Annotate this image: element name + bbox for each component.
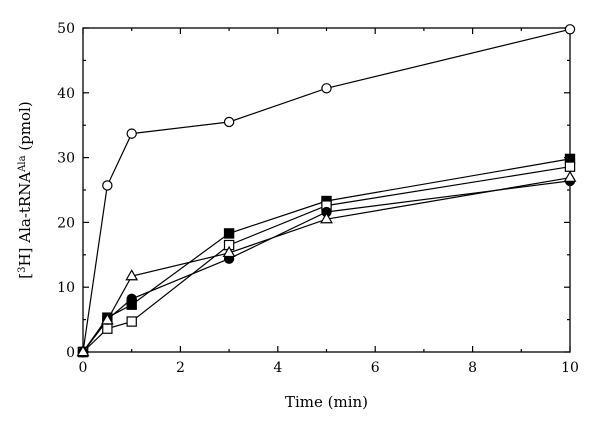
- x-tick-label: 6: [371, 360, 380, 376]
- data-point-open-square: [126, 316, 137, 327]
- x-tick-label: 4: [273, 360, 282, 376]
- y-label-unit: (pmol): [16, 101, 34, 155]
- x-tick-label: 8: [468, 360, 477, 376]
- y-tick-label: 10: [57, 280, 75, 296]
- y-label-sup-ala: Ala: [17, 155, 28, 172]
- y-axis-label: [3H] Ala-tRNAAla (pmol): [16, 101, 34, 278]
- y-label-prefix: [: [16, 273, 34, 279]
- y-tick-label: 0: [66, 345, 75, 361]
- x-tick-label: 10: [561, 360, 579, 376]
- y-tick-label: 50: [57, 21, 75, 37]
- data-point-open-triangle: [100, 313, 114, 325]
- data-point-open-triangle: [76, 344, 90, 357]
- series-line-open-square: [82, 166, 571, 353]
- x-tick-label: 2: [176, 360, 185, 376]
- y-label-sup-3: 3: [17, 266, 28, 272]
- data-point-filled-square: [223, 228, 235, 239]
- data-point-open-triangle: [222, 245, 236, 258]
- ticks: 0 2 4 6 8 10 0 10 20 30 40 50: [57, 21, 579, 376]
- data-point-open-circle: [102, 180, 113, 191]
- x-axis-label: Time (min): [285, 393, 368, 411]
- data-point-open-square: [102, 323, 113, 334]
- y-label-main: H] Ala-tRNA: [16, 172, 34, 267]
- data-point-filled-circle: [126, 293, 137, 305]
- data-point-open-circle: [223, 116, 235, 128]
- data-point-open-circle: [126, 128, 137, 139]
- series-lines: [82, 28, 571, 353]
- series-markers: [76, 24, 577, 358]
- data-point-open-square: [564, 161, 576, 172]
- data-point-open-circle: [321, 83, 332, 94]
- series-line-filled-square: [82, 158, 571, 353]
- data-point-open-triangle: [563, 170, 577, 182]
- data-point-open-triangle: [320, 212, 333, 224]
- data-point-open-circle: [564, 24, 576, 35]
- data-point-open-triangle: [125, 269, 139, 281]
- series-line-open-circle: [82, 28, 571, 353]
- y-tick-label: 30: [57, 151, 75, 167]
- y-tick-label: 40: [57, 86, 75, 102]
- y-tick-label: 20: [57, 215, 75, 231]
- x-tick-label: 0: [79, 360, 88, 376]
